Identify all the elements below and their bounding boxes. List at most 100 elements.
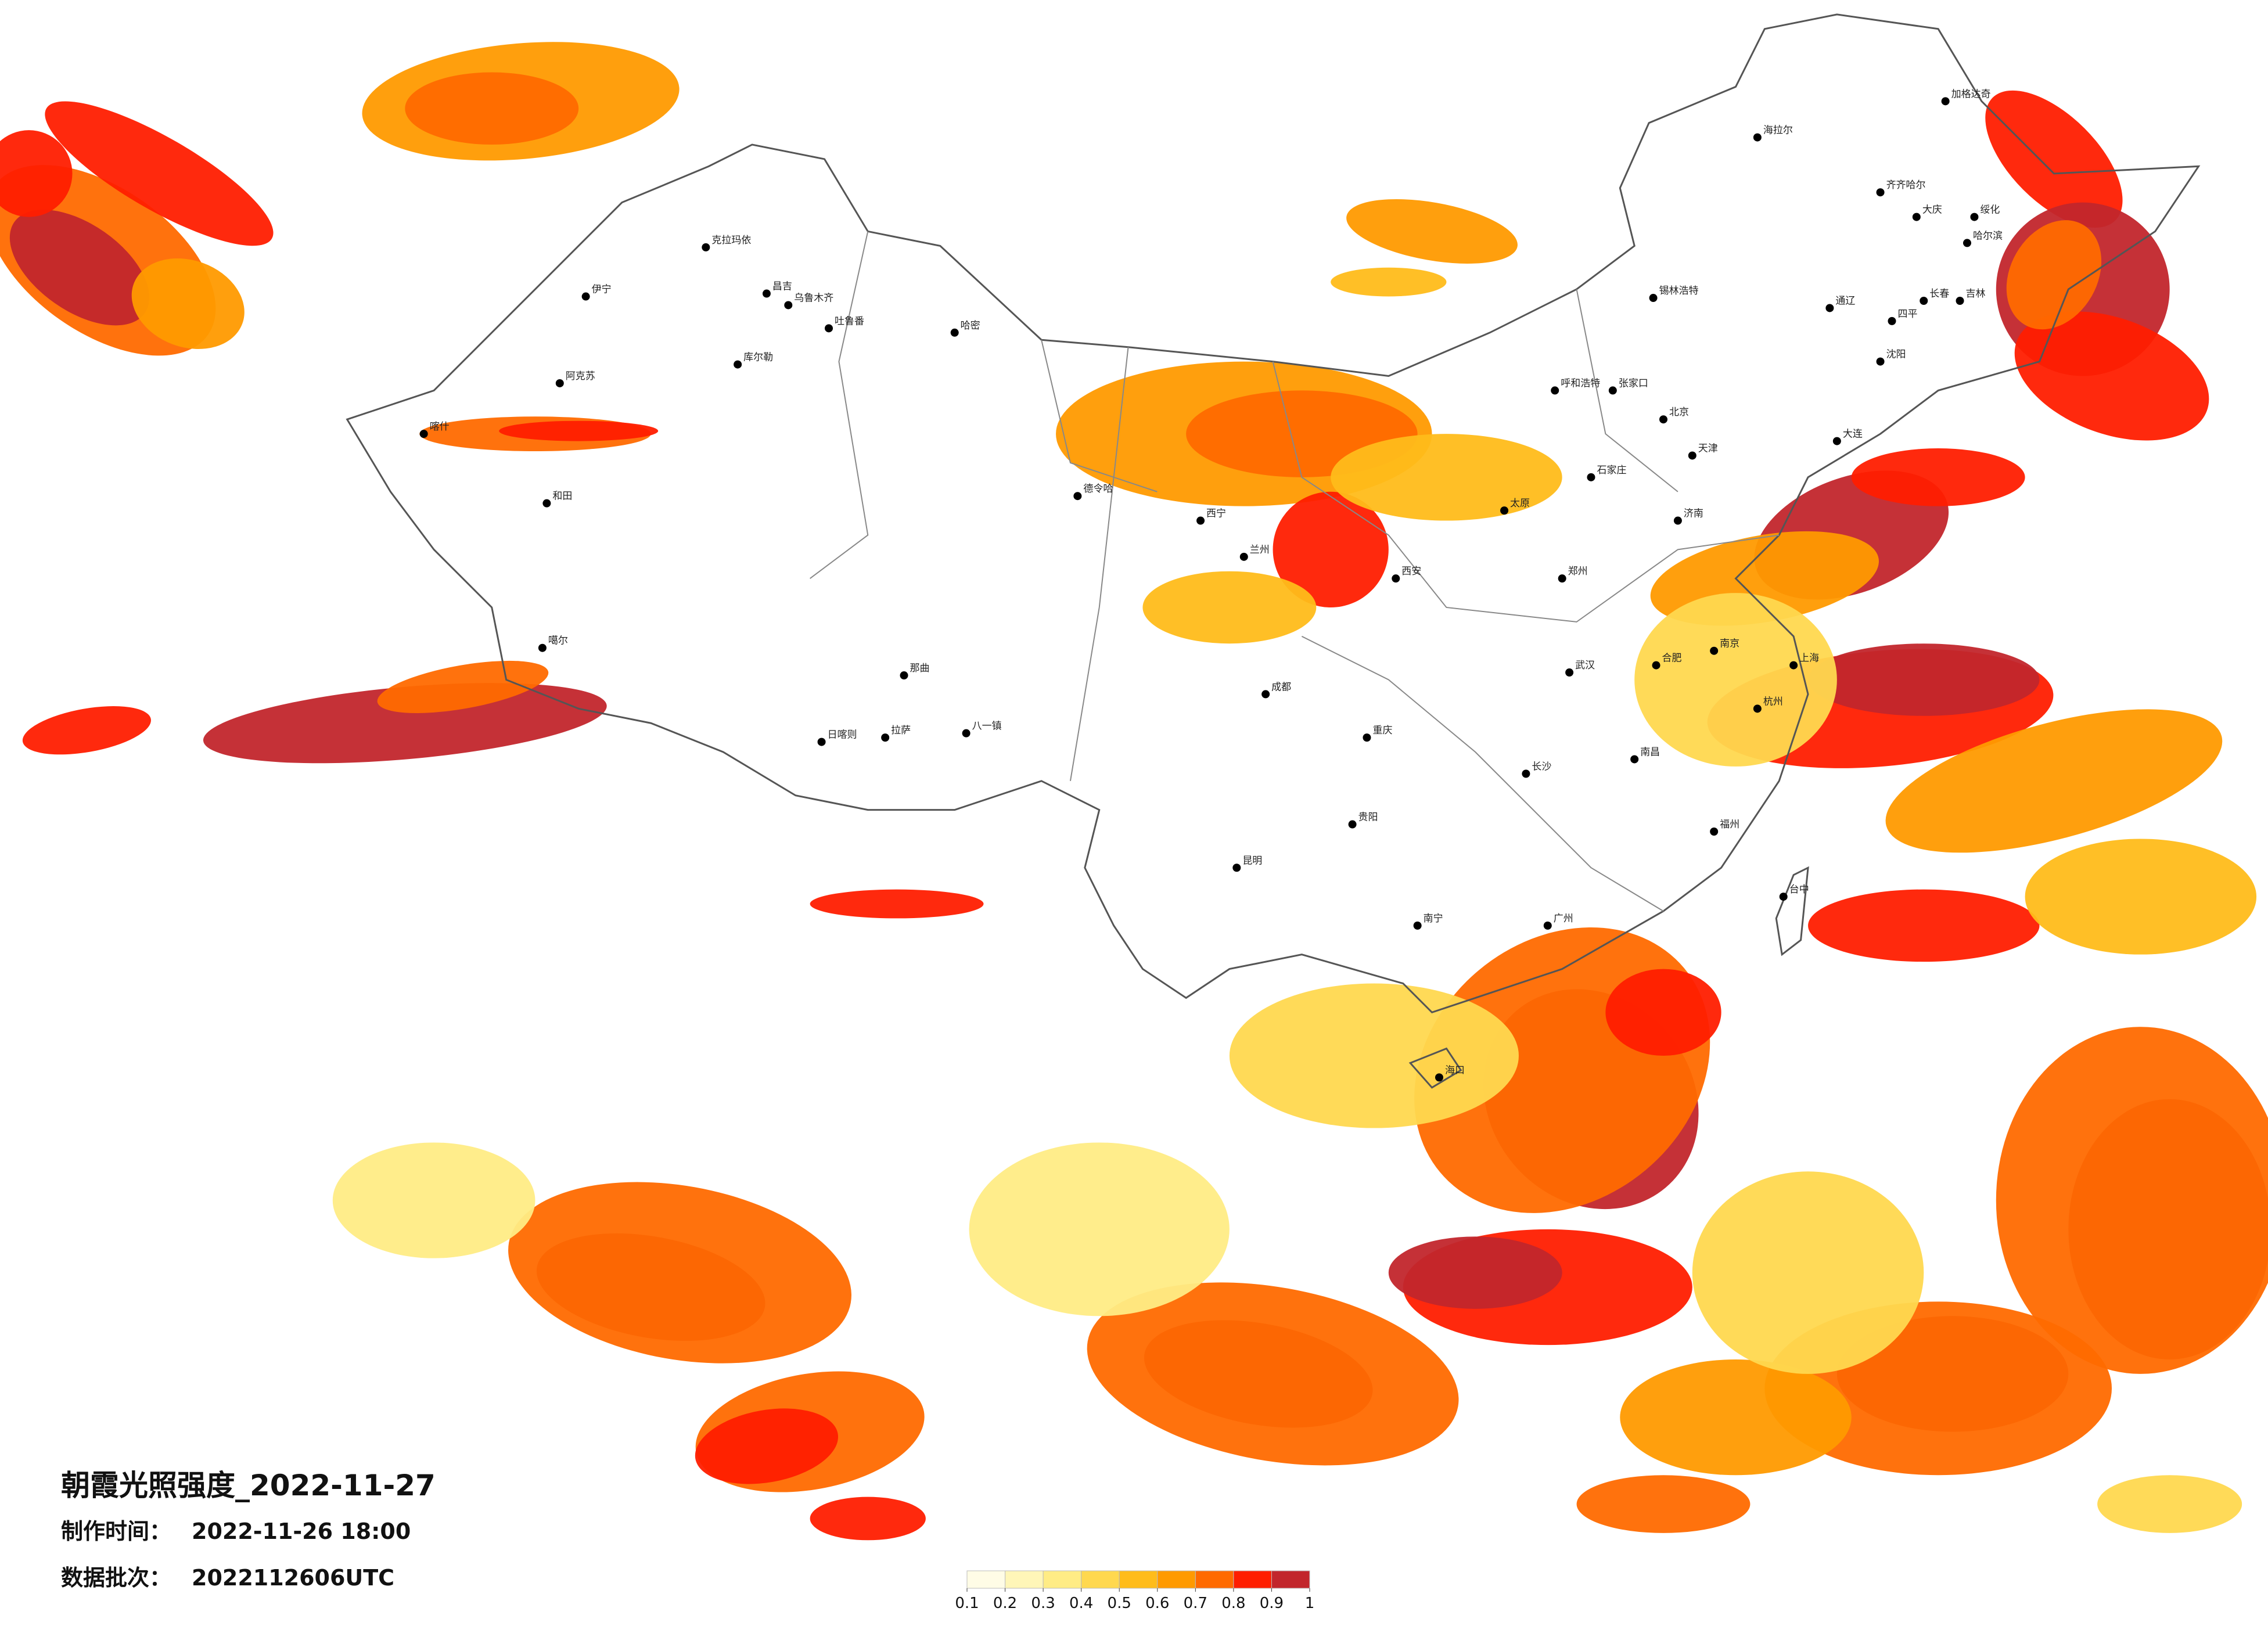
city-label: 兰州 <box>1250 544 1270 556</box>
city-label: 噶尔 <box>548 635 568 647</box>
city-label: 西安 <box>1401 566 1421 577</box>
city-dot <box>1710 646 1719 655</box>
city-dot <box>1363 733 1371 742</box>
intensity-patch <box>1605 969 1721 1056</box>
intensity-patch <box>1346 199 1518 264</box>
city-label: 伊宁 <box>592 284 612 296</box>
city-dot <box>817 738 826 746</box>
city-dot <box>950 328 959 337</box>
city-dot <box>1261 690 1270 699</box>
city-label: 喀什 <box>430 421 450 433</box>
city-label: 绥化 <box>1980 204 2000 216</box>
city-label: 昆明 <box>1242 855 1262 866</box>
intensity-patch <box>9 210 150 326</box>
city-dot <box>1876 188 1885 197</box>
city-label: 广州 <box>1554 913 1573 924</box>
intensity-patch <box>1331 434 1562 521</box>
intensity-patch <box>2097 1475 2242 1533</box>
legend-swatch <box>966 1570 1006 1589</box>
intensity-patch <box>1996 1027 2268 1374</box>
legend-swatch <box>1081 1570 1120 1589</box>
legend-tick-label: 0.6 <box>1145 1595 1169 1612</box>
intensity-patch <box>969 1142 1230 1316</box>
intensity-patch <box>45 101 274 246</box>
city-dot <box>1753 704 1762 713</box>
intensity-patch <box>203 683 607 764</box>
city-label: 昌吉 <box>772 281 792 293</box>
city-label: 拉萨 <box>891 725 911 736</box>
city-dot <box>1710 827 1719 836</box>
city-label: 北京 <box>1669 406 1689 418</box>
city-dot <box>1941 97 1950 106</box>
city-label: 福州 <box>1720 819 1739 830</box>
city-label: 西宁 <box>1206 508 1226 520</box>
city-dot <box>1970 213 1979 221</box>
intensity-patch <box>22 706 151 755</box>
city-dot <box>1435 1073 1443 1082</box>
city-dot <box>1888 316 1896 325</box>
city-dot <box>1832 437 1841 445</box>
intensity-patch <box>1229 983 1519 1128</box>
intensity-patch <box>1576 1475 1751 1533</box>
city-label: 吉林 <box>1966 288 1986 300</box>
legend-tick-label: 0.2 <box>993 1595 1017 1612</box>
intensity-patch <box>1808 889 2040 962</box>
city-dot <box>1196 516 1205 525</box>
city-dot <box>1753 133 1762 142</box>
province-border <box>810 231 869 579</box>
intensity-patch <box>1808 643 2040 716</box>
intensity-patch <box>1087 1282 1459 1466</box>
intensity-patch <box>1692 1171 1924 1374</box>
city-label: 锡林浩特 <box>1659 285 1699 297</box>
city-dot <box>1558 574 1566 583</box>
city-dot <box>1413 921 1422 930</box>
city-label: 加格达奇 <box>1951 88 1991 100</box>
city-label: 长沙 <box>1532 761 1551 772</box>
city-label: 合肥 <box>1662 653 1682 664</box>
intensity-patch <box>1388 1236 1562 1309</box>
legend-swatch <box>1005 1570 1044 1589</box>
city-dot <box>555 379 564 387</box>
city-label: 石家庄 <box>1597 465 1626 476</box>
city-dot <box>538 643 547 652</box>
intensity-patch <box>405 72 579 145</box>
city-dot <box>1551 386 1559 395</box>
city-dot <box>1522 769 1530 778</box>
city-dot <box>1649 294 1658 303</box>
legend-tick-label: 0.3 <box>1031 1595 1055 1612</box>
intensity-patch <box>332 1142 535 1258</box>
province-border <box>1301 635 1664 912</box>
city-label: 成都 <box>1271 681 1291 693</box>
city-label: 太原 <box>1510 498 1530 509</box>
city-dot <box>1963 239 1971 247</box>
province-border <box>1069 347 1129 781</box>
intensity-patch <box>1885 709 2223 853</box>
city-dot <box>762 289 771 298</box>
city-dot <box>1912 213 1921 221</box>
taiwan <box>1775 866 1809 956</box>
city-dot <box>1239 552 1248 561</box>
city-dot <box>962 729 971 738</box>
city-label: 济南 <box>1684 508 1703 520</box>
intensity-patch <box>1331 267 1447 297</box>
legend-tick-label: 1 <box>1305 1595 1315 1612</box>
city-label: 吐鲁番 <box>835 315 864 327</box>
city-label: 海拉尔 <box>1763 125 1793 136</box>
city-dot <box>784 301 793 310</box>
city-label: 库尔勒 <box>743 352 773 364</box>
legend-tick-label: 0.7 <box>1184 1595 1207 1612</box>
legend-tick-label: 0.4 <box>1069 1595 1093 1612</box>
city-dot <box>542 499 551 508</box>
legend-swatch <box>1195 1570 1234 1589</box>
intensity-patch <box>2014 311 2209 441</box>
intensity-patch <box>1985 90 2123 228</box>
legend-swatch <box>1271 1570 1310 1589</box>
city-label: 哈密 <box>961 320 980 332</box>
city-label: 四平 <box>1897 308 1917 320</box>
city-dot <box>1630 755 1639 764</box>
city-label: 通辽 <box>1835 295 1855 307</box>
city-dot <box>1565 668 1574 677</box>
city-dot <box>702 243 710 251</box>
country-outline <box>346 13 2201 1089</box>
